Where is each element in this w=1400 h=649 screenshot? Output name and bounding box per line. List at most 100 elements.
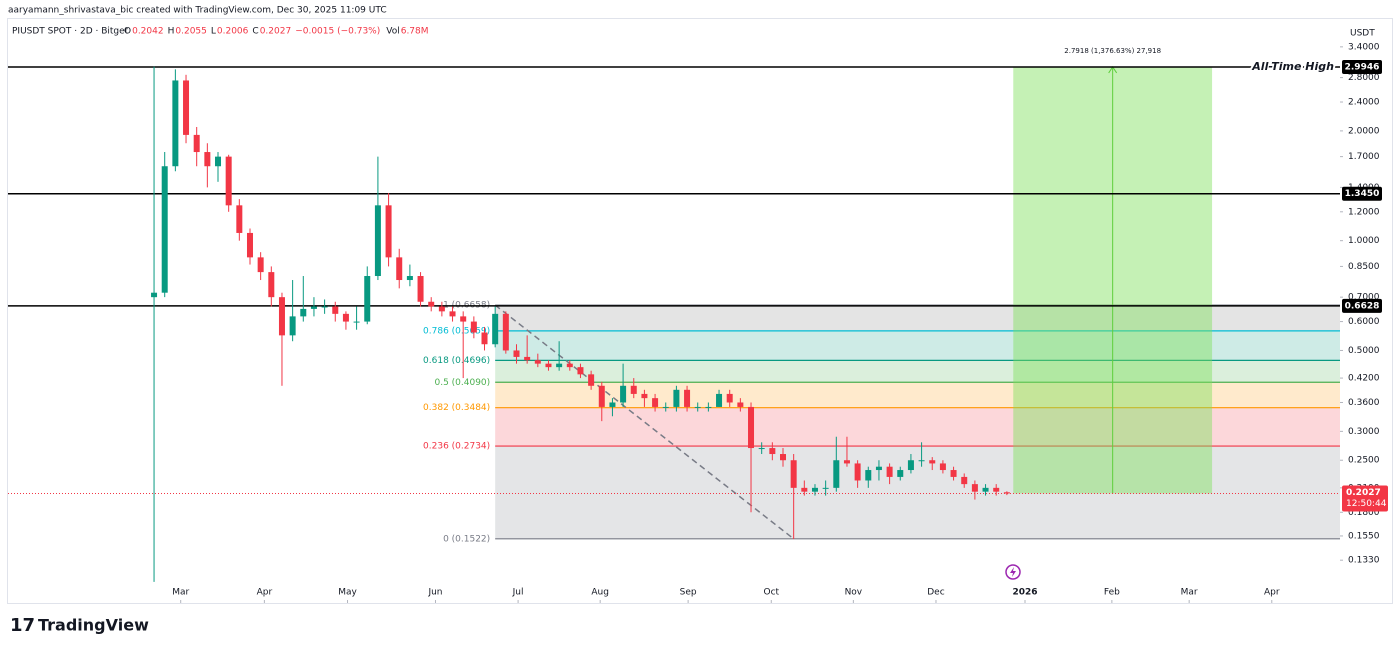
candle-body <box>939 463 946 471</box>
chart-frame <box>7 18 1393 604</box>
y-tick-label: 0.5000 <box>1348 346 1380 356</box>
x-tick-label: Dec <box>927 588 944 598</box>
y-tick-label: 0.8500 <box>1348 262 1380 272</box>
candle-body <box>865 470 872 481</box>
hline-price-label: 2.9946 <box>1345 62 1380 72</box>
y-tick-label: 0.6000 <box>1348 317 1380 327</box>
candle-body <box>993 487 1000 492</box>
x-tick-label: Apr <box>257 588 273 598</box>
ohlc-value: 0.2006 <box>217 27 249 37</box>
candle-body <box>897 470 904 477</box>
fib-zone <box>495 407 1340 447</box>
x-tick-label: Sep <box>680 588 697 598</box>
y-tick-label: 0.7000 <box>1348 293 1380 303</box>
fib-label: 0.382 (0.3484) <box>423 403 490 413</box>
ohlc-value: 0.2055 <box>175 27 207 37</box>
x-tick-label: Apr <box>1264 588 1280 598</box>
x-tick-label: 2026 <box>1012 588 1037 598</box>
candle-body <box>385 205 392 258</box>
ohlc-value: 0.2027 <box>260 27 292 37</box>
candle-body <box>161 166 168 293</box>
x-tick-label: Jun <box>427 588 442 598</box>
candle-body <box>278 297 285 336</box>
candle-body <box>652 398 659 407</box>
ohlc-key: L <box>211 27 216 37</box>
candle-body <box>332 306 339 314</box>
candle-body <box>396 257 403 281</box>
fib-zone <box>495 360 1340 383</box>
last-price-box <box>1342 485 1388 512</box>
candle-body <box>780 454 787 461</box>
y-tick-label: 2.0000 <box>1348 126 1380 136</box>
ohlc-value: 0.2042 <box>132 27 164 37</box>
candle-body <box>694 406 701 408</box>
candle-body <box>737 402 744 407</box>
candle-body <box>1003 492 1010 494</box>
candle-body <box>673 389 680 407</box>
candle-body <box>577 367 584 375</box>
candle-body <box>950 470 957 477</box>
candle-body <box>843 460 850 464</box>
y-tick-label: 3.4000 <box>1348 42 1380 52</box>
fib-zone <box>495 305 1340 331</box>
y-tick-label: 0.4200 <box>1348 374 1380 384</box>
x-tick-label: Aug <box>591 588 609 598</box>
candle-body <box>300 308 307 317</box>
fib-trend-line <box>494 304 795 540</box>
candle-body <box>246 232 253 258</box>
candle-body <box>854 463 861 481</box>
hline-price-box <box>1342 59 1382 74</box>
event-bolt <box>1010 567 1016 577</box>
candle-body <box>470 321 477 333</box>
ohlc-key: O <box>124 27 131 37</box>
x-tick-label: Mar <box>1181 588 1198 598</box>
candle-body <box>524 356 531 361</box>
candle-body <box>545 363 552 368</box>
candle-body <box>609 402 616 407</box>
candles <box>151 66 1010 582</box>
candle-body <box>183 80 190 135</box>
candle-body <box>502 313 509 351</box>
vol-value: 6.78M <box>401 27 429 37</box>
y-tick-label: 1.0000 <box>1348 236 1380 246</box>
candle-body <box>801 487 808 492</box>
y-tick-label: 0.1330 <box>1348 556 1380 566</box>
candle-body <box>193 134 200 153</box>
last-price-label: 0.2027 <box>1346 488 1381 498</box>
ohlc-key: H <box>168 27 175 37</box>
fib-zone <box>495 446 1340 539</box>
candle-body <box>790 460 797 488</box>
candle-body <box>374 205 381 277</box>
candle-body <box>907 460 914 471</box>
y-tick-label: 0.2500 <box>1348 456 1380 466</box>
candle-body <box>769 448 776 455</box>
event-circle <box>1005 564 1021 580</box>
candle-body <box>961 476 968 485</box>
candle-body <box>321 306 328 308</box>
ohlc-key: C <box>252 27 258 37</box>
candle-body <box>982 487 989 492</box>
y-tick-label: 0.1550 <box>1348 531 1380 541</box>
candle-body <box>406 276 413 281</box>
hline-price-box <box>1342 186 1382 201</box>
candle-body <box>705 406 712 408</box>
vol-key: Vol <box>386 27 399 37</box>
target-label: 2.7918 (1,376.63%) 27,918 <box>1064 47 1161 55</box>
candle-body <box>151 292 158 298</box>
y-tick-label: 0.3000 <box>1348 427 1380 437</box>
y-tick-label: 1.7000 <box>1348 152 1380 162</box>
author-line: aaryamann_shrivastava_bic created with T… <box>8 6 387 16</box>
candle-body <box>481 332 488 345</box>
x-tick-label: May <box>338 588 357 598</box>
ohlc-legend: O 0.2042 H 0.2055 L 0.2006 C 0.2027 −0.0015 (−0.… <box>124 27 429 37</box>
candle-body <box>620 385 627 403</box>
candle-body <box>588 374 595 386</box>
candle-body <box>726 393 733 403</box>
candle-body <box>822 487 829 489</box>
logo: 𝟭𝟳 TradingView <box>10 615 149 636</box>
fib-label: 0.786 (0.5659) <box>423 326 490 336</box>
fib-zone <box>495 330 1340 361</box>
